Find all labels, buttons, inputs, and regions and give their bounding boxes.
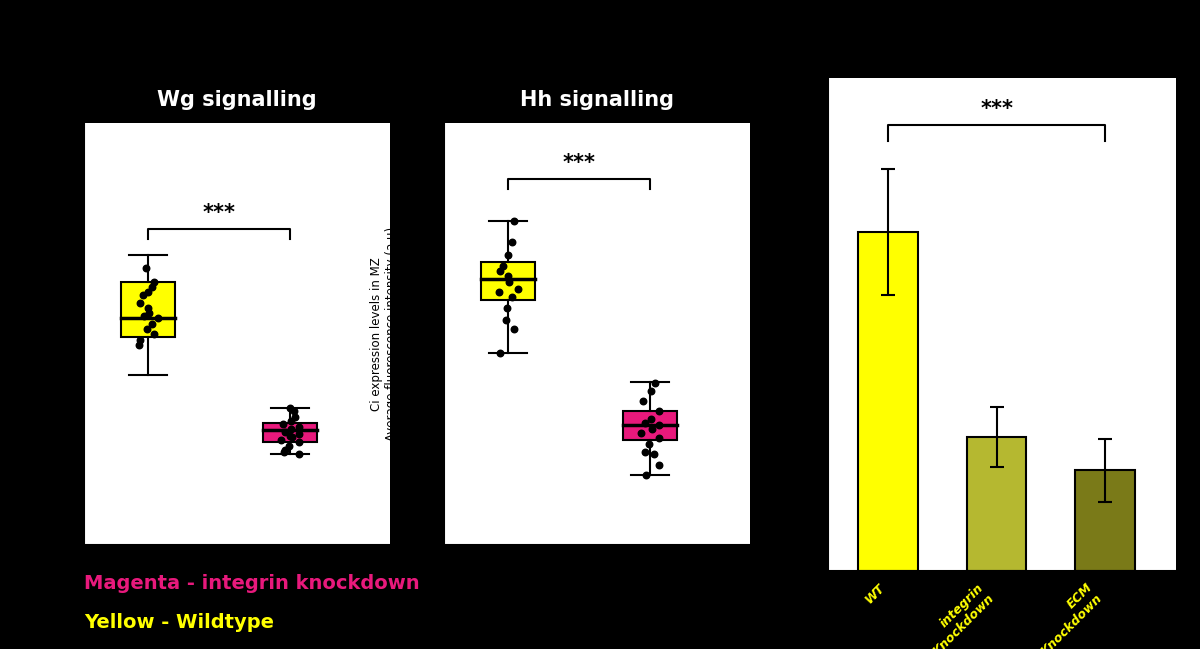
Point bbox=[134, 289, 154, 300]
Point bbox=[281, 416, 300, 426]
Point bbox=[649, 420, 668, 430]
Point bbox=[289, 449, 308, 459]
Bar bbox=[1075, 471, 1135, 571]
Text: Yellow - Wildtype: Yellow - Wildtype bbox=[84, 613, 274, 632]
Point bbox=[643, 424, 662, 434]
Point bbox=[142, 282, 161, 292]
Point bbox=[646, 378, 665, 388]
Point bbox=[641, 386, 660, 396]
Point bbox=[284, 406, 304, 416]
Text: Hh signalling: Hh signalling bbox=[520, 90, 674, 110]
Point bbox=[494, 260, 514, 271]
Point bbox=[138, 287, 157, 297]
Bar bbox=[263, 422, 318, 443]
Point bbox=[275, 426, 294, 437]
Bar bbox=[858, 232, 918, 571]
Point bbox=[490, 266, 509, 276]
Title: pMad levels: pMad levels bbox=[936, 52, 1068, 71]
Point bbox=[640, 439, 659, 449]
Point bbox=[274, 419, 293, 429]
Text: Magenta - integrin knockdown: Magenta - integrin knockdown bbox=[84, 574, 420, 593]
Text: ***: *** bbox=[980, 99, 1013, 119]
Point bbox=[497, 302, 516, 313]
Text: ***: *** bbox=[203, 204, 235, 223]
Point bbox=[144, 329, 163, 339]
Y-axis label: Ci expression levels in MZ
Average fluorescence intensity (a.u): Ci expression levels in MZ Average fluor… bbox=[371, 227, 398, 441]
Point bbox=[636, 470, 655, 480]
Text: ***: *** bbox=[563, 153, 595, 173]
Point bbox=[271, 435, 290, 445]
Point bbox=[642, 413, 661, 424]
Point bbox=[143, 319, 162, 329]
Bar bbox=[623, 411, 678, 440]
Point bbox=[634, 397, 653, 407]
Point bbox=[148, 313, 167, 324]
Point bbox=[649, 433, 668, 443]
Point bbox=[649, 459, 668, 470]
Point bbox=[498, 250, 517, 260]
Y-axis label: pMad levels (Average
fluorescence intensity): pMad levels (Average fluorescence intens… bbox=[755, 257, 782, 392]
Point bbox=[139, 308, 158, 318]
Point bbox=[490, 287, 509, 297]
Y-axis label: DFz2 expression levels in MZ
Average fluorescence intensity (a.u): DFz2 expression levels in MZ Average flu… bbox=[11, 227, 38, 441]
Point bbox=[130, 339, 149, 350]
Point bbox=[130, 297, 149, 308]
Point bbox=[130, 334, 149, 345]
Point bbox=[503, 292, 522, 302]
Point bbox=[502, 237, 521, 247]
Point bbox=[282, 424, 301, 434]
Point bbox=[490, 347, 509, 358]
Point bbox=[280, 403, 299, 413]
Point bbox=[508, 284, 527, 295]
Point bbox=[134, 311, 154, 321]
Point bbox=[635, 417, 654, 428]
Point bbox=[289, 437, 308, 448]
Text: D: D bbox=[786, 91, 814, 124]
Point bbox=[289, 429, 308, 439]
Point bbox=[275, 445, 294, 456]
Bar bbox=[967, 437, 1026, 571]
Text: Wg signalling: Wg signalling bbox=[157, 90, 317, 110]
Point bbox=[280, 441, 299, 452]
Point bbox=[136, 263, 155, 273]
Point bbox=[289, 421, 308, 432]
Point bbox=[504, 324, 523, 334]
Bar bbox=[121, 282, 175, 337]
Point bbox=[138, 302, 157, 313]
Bar bbox=[481, 262, 535, 300]
Point bbox=[286, 412, 305, 422]
Point bbox=[496, 315, 515, 325]
Point bbox=[644, 449, 664, 459]
Point bbox=[275, 447, 294, 457]
Point bbox=[504, 215, 523, 226]
Point bbox=[144, 276, 163, 287]
Point bbox=[635, 447, 654, 457]
Point bbox=[281, 430, 300, 441]
Point bbox=[649, 406, 668, 416]
Point bbox=[137, 324, 156, 334]
Point bbox=[283, 432, 302, 442]
Point bbox=[499, 276, 518, 287]
Point bbox=[498, 271, 517, 282]
Point bbox=[631, 428, 650, 438]
